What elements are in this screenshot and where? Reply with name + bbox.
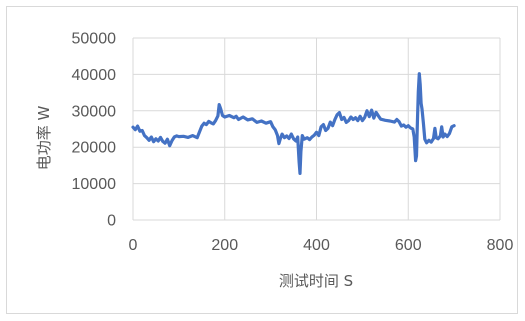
vertical-gridlines bbox=[132, 38, 501, 220]
x-tick-label: 400 bbox=[303, 237, 330, 254]
y-tick-label: 30000 bbox=[72, 103, 117, 120]
series-line bbox=[131, 72, 456, 175]
y-tick-label: 20000 bbox=[72, 140, 117, 157]
x-tick-label: 600 bbox=[395, 237, 422, 254]
horizontal-gridlines bbox=[133, 37, 500, 221]
y-tick-label: 0 bbox=[107, 213, 116, 230]
chart-frame bbox=[6, 6, 518, 314]
x-axis-title: 测试时间 S bbox=[279, 272, 353, 290]
y-tick-labels: 0 10000 20000 30000 40000 50000 bbox=[72, 31, 117, 230]
y-tick-label: 10000 bbox=[72, 176, 117, 193]
x-tick-label: 800 bbox=[487, 237, 514, 254]
y-tick-label: 40000 bbox=[72, 67, 117, 84]
x-tick-labels: 0 200 400 600 800 bbox=[129, 237, 514, 254]
y-axis-title: 电功率 W bbox=[35, 106, 53, 171]
y-tick-label: 50000 bbox=[72, 31, 117, 48]
x-tick-label: 200 bbox=[211, 237, 238, 254]
x-tick-label: 0 bbox=[129, 237, 138, 254]
